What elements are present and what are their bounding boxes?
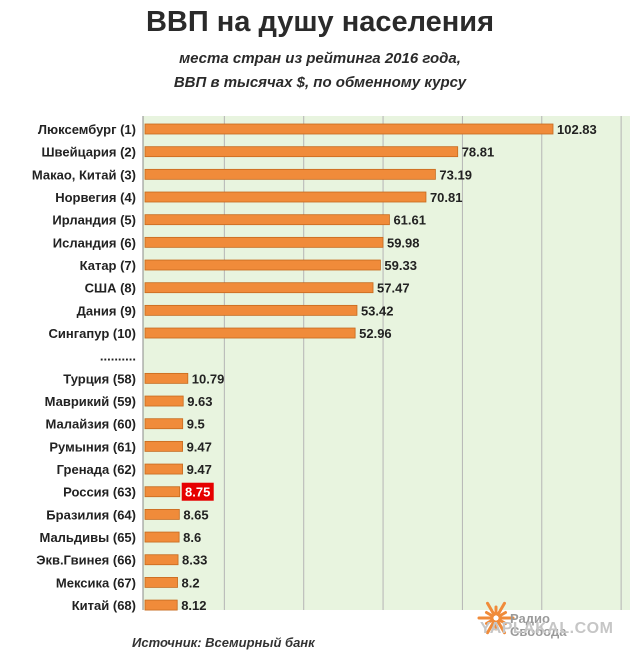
- data-label: 8.65: [183, 507, 208, 522]
- bar: [144, 395, 184, 407]
- data-label: 8.75: [185, 485, 210, 500]
- bar: [144, 440, 183, 452]
- category-label: Швейцария (2): [41, 145, 136, 160]
- data-label: 102.83: [557, 122, 597, 137]
- data-label: 8.2: [182, 575, 200, 590]
- data-label: 8.6: [183, 530, 201, 545]
- data-label: 52.96: [359, 326, 392, 341]
- category-label: Катар (7): [80, 258, 136, 273]
- bar: [144, 146, 459, 158]
- bar: [144, 463, 183, 475]
- data-label: 8.12: [181, 598, 206, 613]
- category-label: Румыния (61): [49, 439, 136, 454]
- bar: [144, 554, 179, 566]
- category-label: Бразилия (64): [46, 507, 136, 522]
- category-label: Дания (9): [77, 303, 136, 318]
- bar: [144, 599, 178, 611]
- chart-subtitle-line2: ВВП в тысячах $, по обменному курсу: [173, 74, 467, 91]
- category-label: Мальдивы (65): [39, 530, 136, 545]
- chart-subtitle-line1: места стран из рейтинга 2016 года,: [179, 50, 461, 67]
- data-label: 59.33: [384, 258, 417, 273]
- logo-ray: [486, 619, 496, 635]
- data-label: 78.81: [462, 145, 495, 160]
- data-label: 9.63: [187, 394, 212, 409]
- data-label: 59.98: [387, 235, 420, 250]
- data-label: 8.33: [182, 553, 207, 568]
- category-label: Китай (68): [72, 598, 136, 613]
- data-label: 9.47: [187, 462, 212, 477]
- logo-text-line1: Радио: [510, 611, 550, 626]
- data-label: 61.61: [393, 213, 426, 228]
- bar: [144, 282, 374, 294]
- bar: [144, 508, 180, 520]
- bar: [144, 486, 181, 498]
- category-label: Макао, Китай (3): [32, 167, 136, 182]
- logo-text-line2: Свобода: [510, 624, 567, 639]
- bar: [144, 372, 189, 384]
- category-label: Сингапур (10): [49, 326, 136, 341]
- highlight-box: [181, 482, 214, 501]
- category-label: Исландия (6): [53, 235, 136, 250]
- logo-ray: [497, 611, 508, 618]
- category-label: Экв.Гвинея (66): [36, 553, 136, 568]
- category-label: США (8): [85, 281, 136, 296]
- bar: [144, 327, 356, 339]
- category-label: Ирландия (5): [52, 213, 136, 228]
- bar: [144, 191, 427, 203]
- bar: [144, 123, 554, 135]
- bar: [144, 236, 384, 248]
- chart-title: ВВП на душу населения: [145, 6, 495, 38]
- category-label: Норвегия (4): [55, 190, 136, 205]
- category-label: Малайзия (60): [46, 417, 136, 432]
- bar: [144, 531, 180, 543]
- logo-ray: [496, 619, 506, 635]
- category-label: Турция (58): [63, 371, 136, 386]
- bar: [144, 214, 390, 226]
- data-label: 9.47: [187, 439, 212, 454]
- category-label: Маврикий (59): [45, 394, 136, 409]
- data-label: 53.42: [361, 303, 394, 318]
- bar: [144, 259, 381, 271]
- bar: [144, 577, 178, 588]
- logo-ray: [484, 618, 495, 625]
- logo-text: Радио Свобода: [510, 612, 566, 638]
- bar: [144, 168, 436, 180]
- radio-svoboda-logo-icon: [477, 601, 515, 635]
- category-label: Гренада (62): [57, 462, 136, 477]
- bar: [144, 304, 358, 316]
- logo-ray: [496, 601, 506, 617]
- watermark: YAPLAKAL.COM: [480, 620, 614, 637]
- category-label: Люксембург (1): [38, 122, 136, 137]
- category-label: Россия (63): [63, 485, 136, 500]
- source-note: Источник: Всемирный банк: [132, 635, 315, 650]
- logo-ray: [484, 611, 495, 618]
- category-label: Мексика (67): [56, 575, 136, 590]
- plot-area: [143, 116, 630, 610]
- data-label: 70.81: [430, 190, 463, 205]
- data-label: 57.47: [377, 281, 410, 296]
- bar: [144, 418, 184, 430]
- category-label: ..........: [100, 349, 136, 364]
- data-label: 10.79: [192, 371, 225, 386]
- logo-ray: [486, 601, 496, 617]
- logo-ray: [497, 618, 508, 625]
- data-label: 9.5: [187, 417, 205, 432]
- data-label: 73.19: [439, 167, 472, 182]
